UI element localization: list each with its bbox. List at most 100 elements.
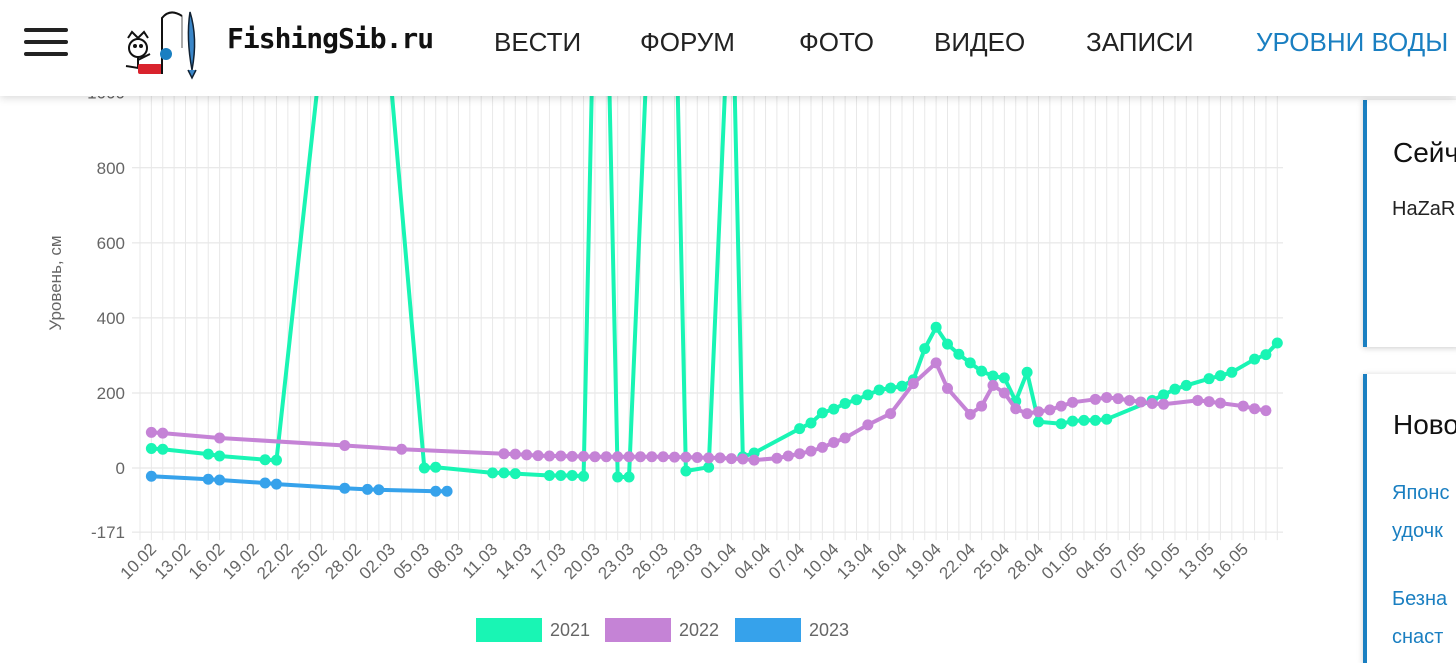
data-point-2022[interactable]	[714, 452, 726, 464]
data-point-2022[interactable]	[1067, 396, 1079, 408]
data-point-2022[interactable]	[703, 452, 715, 464]
news-link-2-line-1[interactable]: Безна	[1392, 588, 1448, 610]
data-point-2022[interactable]	[828, 436, 840, 448]
data-point-2021[interactable]	[1055, 418, 1067, 430]
data-point-2022[interactable]	[657, 451, 669, 463]
data-point-2022[interactable]	[1214, 397, 1226, 409]
card-now-user[interactable]: HaZaR	[1392, 198, 1456, 220]
data-point-2022[interactable]	[1260, 405, 1272, 417]
data-point-2022[interactable]	[1135, 396, 1147, 408]
data-point-2023[interactable]	[441, 485, 453, 497]
data-point-2022[interactable]	[1010, 403, 1022, 415]
data-point-2023[interactable]	[430, 485, 442, 497]
data-point-2022[interactable]	[646, 451, 658, 463]
data-point-2021[interactable]	[953, 348, 965, 360]
data-point-2021[interactable]	[839, 397, 851, 409]
data-point-2022[interactable]	[521, 449, 533, 461]
data-point-2021[interactable]	[703, 461, 715, 473]
data-point-2022[interactable]	[634, 451, 646, 463]
data-point-2023[interactable]	[259, 477, 271, 489]
data-point-2021[interactable]	[555, 470, 567, 482]
data-point-2021[interactable]	[828, 403, 840, 415]
data-point-2022[interactable]	[805, 445, 817, 457]
data-point-2021[interactable]	[816, 407, 828, 419]
data-point-2021[interactable]	[862, 389, 874, 401]
data-point-2022[interactable]	[1158, 398, 1170, 410]
data-point-2021[interactable]	[509, 468, 521, 480]
nav-forum[interactable]: ФОРУМ	[640, 27, 735, 57]
data-point-2021[interactable]	[680, 465, 692, 477]
data-point-2022[interactable]	[987, 379, 999, 391]
data-point-2021[interactable]	[145, 442, 157, 454]
data-point-2022[interactable]	[1123, 394, 1135, 406]
news-link-1-line-1[interactable]: Японс	[1392, 482, 1450, 504]
data-point-2021[interactable]	[1249, 353, 1261, 365]
data-point-2022[interactable]	[976, 400, 988, 412]
data-point-2022[interactable]	[748, 454, 760, 466]
data-point-2022[interactable]	[578, 450, 590, 462]
nav-records[interactable]: ЗАПИСИ	[1086, 27, 1194, 57]
chart-legend[interactable]: 2021 2022 2023	[476, 618, 849, 642]
data-point-2022[interactable]	[1112, 393, 1124, 405]
data-point-2023[interactable]	[145, 470, 157, 482]
data-point-2021[interactable]	[941, 338, 953, 350]
data-point-2022[interactable]	[600, 451, 612, 463]
data-point-2022[interactable]	[589, 451, 601, 463]
nav-water-levels[interactable]: УРОВНИ ВОДЫ	[1256, 27, 1449, 57]
data-point-2022[interactable]	[737, 453, 749, 465]
data-point-2021[interactable]	[896, 380, 908, 392]
data-point-2021[interactable]	[987, 370, 999, 382]
data-point-2021[interactable]	[851, 394, 863, 406]
data-point-2022[interactable]	[566, 450, 578, 462]
data-point-2021[interactable]	[919, 343, 931, 355]
data-point-2021[interactable]	[1078, 414, 1090, 426]
data-point-2021[interactable]	[1158, 389, 1170, 401]
legend-swatch-2023[interactable]	[735, 618, 801, 642]
data-point-2021[interactable]	[1260, 349, 1272, 361]
data-point-2022[interactable]	[145, 426, 157, 438]
data-point-2022[interactable]	[612, 451, 624, 463]
data-point-2021[interactable]	[1214, 370, 1226, 382]
data-point-2022[interactable]	[1032, 406, 1044, 418]
nav-news[interactable]: ВЕСТИ	[494, 27, 582, 57]
data-point-2021[interactable]	[1226, 366, 1238, 378]
nav-photo[interactable]: ФОТО	[799, 27, 874, 57]
data-point-2022[interactable]	[669, 451, 681, 463]
data-point-2021[interactable]	[578, 470, 590, 482]
data-point-2022[interactable]	[555, 450, 567, 462]
site-logo-text[interactable]: FishingSib.ru	[227, 22, 434, 55]
news-link-2-line-2[interactable]: снаст	[1392, 626, 1444, 648]
data-point-2021[interactable]	[1101, 413, 1113, 425]
data-point-2021[interactable]	[270, 454, 282, 466]
data-point-2021[interactable]	[259, 454, 271, 466]
legend-label-2021[interactable]: 2021	[550, 620, 590, 640]
data-point-2022[interactable]	[725, 453, 737, 465]
data-point-2022[interactable]	[1089, 393, 1101, 405]
data-point-2021[interactable]	[930, 321, 942, 333]
data-point-2022[interactable]	[498, 448, 510, 460]
legend-swatch-2021[interactable]	[476, 618, 542, 642]
data-point-2021[interactable]	[157, 443, 169, 455]
nav-video[interactable]: ВИДЕО	[934, 27, 1026, 57]
data-point-2021[interactable]	[1021, 366, 1033, 378]
data-point-2022[interactable]	[1044, 404, 1056, 416]
data-point-2021[interactable]	[1271, 337, 1283, 349]
data-point-2022[interactable]	[1055, 400, 1067, 412]
data-point-2022[interactable]	[157, 427, 169, 439]
data-point-2022[interactable]	[1249, 403, 1261, 415]
data-point-2022[interactable]	[214, 432, 226, 444]
legend-label-2023[interactable]: 2023	[809, 620, 849, 640]
data-point-2021[interactable]	[1067, 415, 1079, 427]
data-point-2022[interactable]	[339, 439, 351, 451]
data-point-2022[interactable]	[782, 450, 794, 462]
data-point-2022[interactable]	[543, 450, 555, 462]
data-point-2022[interactable]	[509, 448, 521, 460]
data-point-2022[interactable]	[771, 452, 783, 464]
data-point-2021[interactable]	[976, 365, 988, 377]
data-point-2022[interactable]	[941, 382, 953, 394]
data-point-2021[interactable]	[794, 423, 806, 435]
fisherman-logo-icon[interactable]	[118, 8, 208, 84]
data-point-2021[interactable]	[214, 450, 226, 462]
data-point-2021[interactable]	[1169, 383, 1181, 395]
data-point-2022[interactable]	[907, 378, 919, 390]
